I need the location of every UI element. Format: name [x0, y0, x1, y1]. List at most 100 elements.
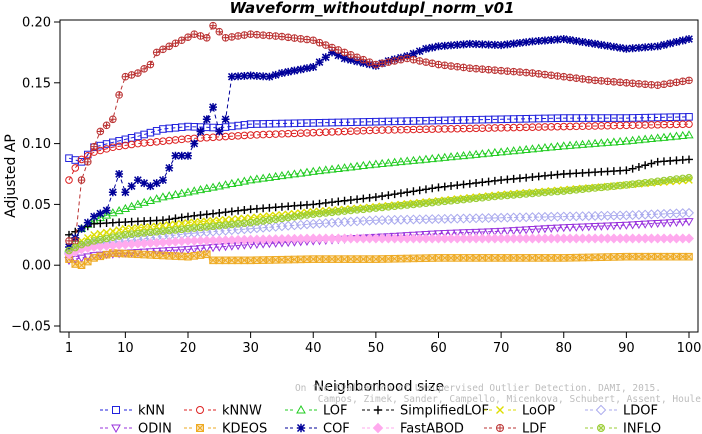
- marker-shape: [452, 229, 462, 238]
- point-marker: [65, 176, 73, 184]
- point-marker: [422, 58, 430, 66]
- marker-shape: [346, 196, 355, 204]
- marker-shape: [465, 39, 474, 48]
- point-marker: [145, 248, 156, 257]
- marker-shape: [647, 253, 656, 261]
- point-marker: [678, 77, 687, 86]
- point-marker: [472, 193, 480, 201]
- marker-shape: [397, 200, 405, 209]
- marker-shape: [183, 187, 193, 196]
- point-marker: [453, 195, 462, 203]
- marker-shape: [666, 79, 674, 87]
- marker-shape: [121, 249, 130, 258]
- point-marker: [177, 36, 186, 45]
- marker-shape: [440, 196, 449, 204]
- point-marker: [440, 61, 449, 70]
- marker-shape: [553, 254, 562, 262]
- point-marker: [115, 91, 123, 99]
- marker-shape: [290, 255, 299, 264]
- point-marker: [459, 63, 468, 72]
- marker-shape: [485, 194, 492, 200]
- series-inflo: [65, 173, 693, 255]
- point-marker: [328, 198, 336, 207]
- marker-shape: [428, 43, 437, 52]
- point-marker: [77, 155, 86, 164]
- marker-shape: [521, 226, 531, 235]
- marker-shape: [591, 253, 599, 261]
- legend-label: LDF: [522, 422, 547, 434]
- point-marker: [202, 34, 211, 42]
- marker-shape: [185, 226, 191, 232]
- marker-shape: [296, 423, 306, 433]
- marker-shape: [122, 232, 129, 238]
- marker-shape: [540, 225, 550, 234]
- marker-shape: [334, 51, 343, 60]
- point-marker: [171, 226, 180, 234]
- marker-shape: [453, 254, 461, 262]
- marker-shape: [678, 130, 688, 140]
- legend-label: kNN: [138, 404, 165, 419]
- marker-shape: [315, 58, 324, 67]
- marker-shape: [272, 256, 280, 264]
- point-marker: [340, 205, 349, 214]
- point-marker: [353, 206, 361, 214]
- marker-shape: [334, 205, 343, 214]
- marker-shape: [522, 188, 530, 197]
- marker-shape: [479, 65, 486, 73]
- marker-shape: [466, 64, 474, 72]
- point-marker: [559, 187, 568, 195]
- marker-shape: [348, 207, 354, 214]
- marker-shape: [434, 254, 443, 262]
- point-marker: [440, 182, 449, 191]
- point-marker: [628, 180, 637, 189]
- point-marker: [139, 197, 149, 206]
- point-marker: [534, 70, 543, 78]
- marker-shape: [665, 132, 675, 141]
- point-marker: [171, 151, 180, 160]
- point-marker: [653, 219, 663, 229]
- point-marker: [234, 220, 242, 228]
- marker-shape: [111, 424, 121, 434]
- point-marker: [484, 254, 493, 262]
- point-marker: [265, 216, 274, 224]
- marker-shape: [628, 164, 637, 173]
- point-marker: [158, 176, 167, 185]
- marker-shape: [172, 39, 179, 47]
- point-marker: [152, 194, 162, 203]
- marker-shape: [83, 218, 92, 227]
- point-marker: [227, 72, 236, 81]
- marker-shape: [103, 235, 110, 242]
- point-marker: [660, 252, 668, 261]
- point-marker: [221, 215, 230, 224]
- point-marker: [177, 252, 186, 261]
- point-marker: [472, 194, 480, 203]
- marker-shape: [523, 191, 529, 197]
- point-marker: [114, 250, 124, 259]
- marker-shape: [84, 257, 92, 266]
- marker-shape: [229, 221, 235, 228]
- marker-shape: [171, 214, 180, 223]
- point-marker: [159, 221, 167, 230]
- point-marker: [521, 226, 531, 235]
- point-marker: [522, 38, 531, 47]
- point-marker: [572, 37, 581, 45]
- point-marker: [452, 229, 462, 238]
- marker-shape: [602, 222, 613, 231]
- point-marker: [433, 153, 444, 162]
- point-marker: [491, 254, 499, 262]
- point-marker: [296, 212, 305, 220]
- marker-shape: [158, 216, 167, 225]
- point-marker: [678, 174, 687, 183]
- point-marker: [672, 78, 681, 87]
- marker-shape: [178, 36, 186, 44]
- marker-shape: [284, 34, 292, 41]
- marker-shape: [634, 162, 643, 171]
- marker-shape: [264, 172, 275, 181]
- marker-shape: [434, 42, 443, 51]
- marker-shape: [403, 254, 411, 263]
- marker-shape: [528, 188, 537, 197]
- point-marker: [253, 256, 261, 265]
- point-marker: [609, 42, 618, 51]
- point-marker: [415, 186, 424, 195]
- marker-shape: [234, 32, 242, 40]
